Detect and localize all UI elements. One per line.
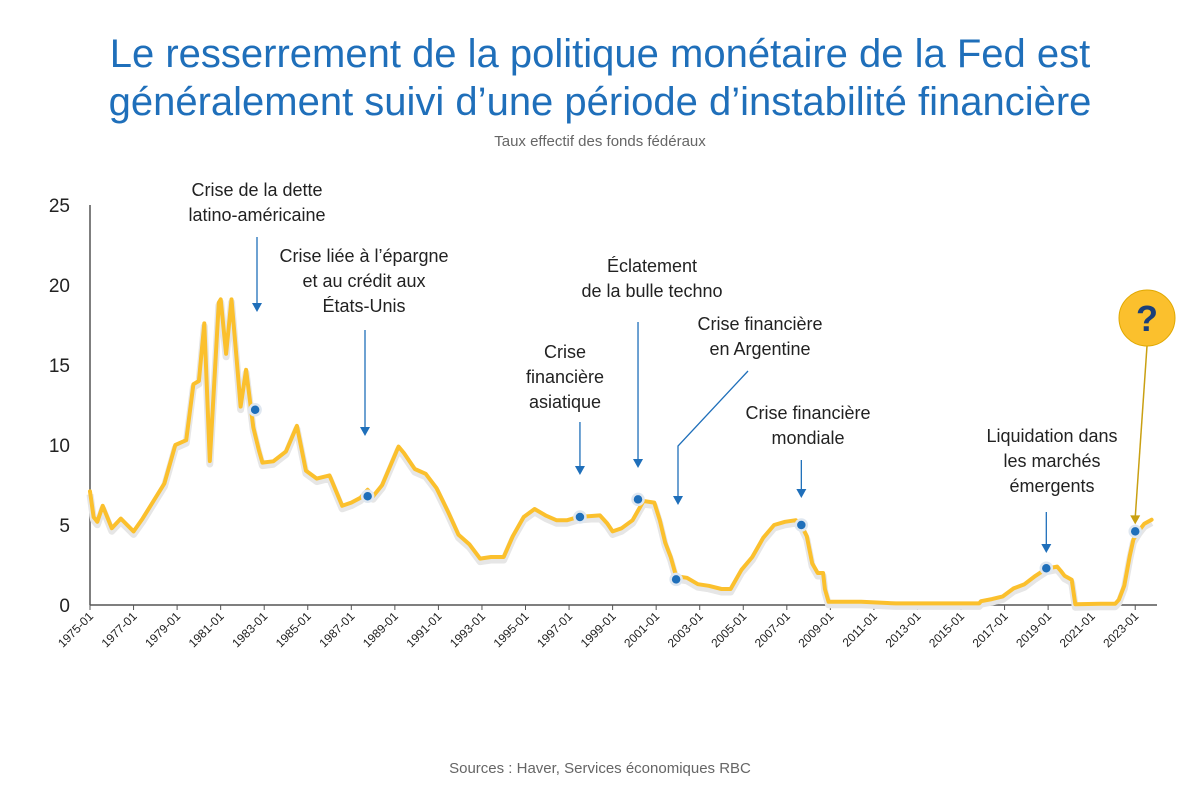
y-tick-label: 0	[59, 596, 70, 617]
y-tick-label: 10	[49, 436, 70, 457]
x-tick-label: 1981-01	[186, 609, 227, 650]
chart-subtitle: Taux effectif des fonds fédéraux	[494, 133, 706, 150]
question-pointer-line	[1134, 345, 1148, 518]
x-tick-label: 2001-01	[621, 609, 662, 650]
annotation-label: financière	[526, 367, 604, 387]
annotation-marker-point	[1128, 524, 1142, 539]
x-tick-label: 1983-01	[229, 609, 270, 650]
x-tick-label: 2005-01	[708, 609, 749, 650]
question-bubble	[1118, 289, 1176, 347]
annotation-label: Crise financière	[697, 314, 822, 334]
annotation-label: États-Unis	[322, 296, 405, 316]
annotation-marker-point	[631, 492, 645, 507]
annotation-label: Crise financière	[745, 403, 870, 423]
question-mark-label: ?	[1136, 298, 1158, 339]
annotation-arrow-head	[1041, 544, 1052, 553]
series-line-shadow	[86, 298, 1154, 611]
x-tick-label: 1977-01	[99, 609, 140, 650]
x-tick-label: 2017-01	[970, 609, 1011, 650]
annotation-marker-point	[573, 510, 587, 524]
chart-title-line-1: Le resserrement de la politique monétair…	[109, 32, 1091, 76]
chart-title: Le resserrement de la politique monétair…	[0, 30, 1200, 126]
annotation-marker-point	[360, 489, 375, 503]
annotation-marker-point	[669, 572, 683, 587]
x-tick-label: 1997-01	[534, 609, 575, 650]
annotation-label: Crise de la dette	[191, 180, 322, 200]
annotation-label: mondiale	[771, 428, 844, 448]
x-tick-label: 1991-01	[403, 609, 444, 650]
annotation-label: de la bulle techno	[581, 281, 722, 301]
x-tick-label: 1995-01	[491, 609, 532, 650]
x-tick-label: 1993-01	[447, 609, 488, 650]
chart-title-line-2: généralement suivi d’une période d’insta…	[108, 80, 1092, 124]
x-tick-label: 1985-01	[273, 609, 314, 650]
annotation-label: Crise liée à l’épargne	[279, 246, 448, 266]
x-tick-label: 1979-01	[142, 609, 183, 650]
annotation-arrow-head	[360, 427, 370, 436]
x-tick-label: 1987-01	[316, 609, 357, 650]
annotation-label: Liquidation dans	[986, 426, 1117, 446]
x-tick-label: 2019-01	[1013, 609, 1054, 650]
x-tick-label: 2015-01	[926, 609, 967, 650]
x-tick-label: 2021-01	[1057, 609, 1098, 650]
x-tick-label: 2007-01	[752, 609, 793, 650]
y-tick-label: 20	[49, 276, 70, 297]
x-tick-label: 2013-01	[883, 609, 924, 650]
annotation-arrow-head	[633, 459, 644, 468]
y-tick-label: 15	[49, 356, 70, 377]
question-pointer-arrow	[1130, 515, 1141, 525]
annotation-arrow-line	[677, 370, 749, 497]
annotation-label: les marchés	[1003, 451, 1100, 471]
annotation-label: asiatique	[529, 392, 601, 412]
annotation-label: latino-américaine	[188, 205, 325, 225]
annotation-arrow-head	[252, 303, 262, 312]
x-tick-label: 2023-01	[1100, 609, 1141, 650]
annotation-marker-point	[794, 518, 809, 532]
annotation-marker-point	[248, 403, 262, 417]
annotation-label: en Argentine	[709, 339, 810, 359]
x-tick-label: 1999-01	[578, 609, 619, 650]
annotation-arrow-head	[796, 489, 807, 498]
x-tick-label: 2009-01	[795, 609, 836, 650]
annotation-label: et au crédit aux	[302, 271, 425, 291]
annotation-arrow-head	[673, 496, 683, 505]
x-tick-label: 2011-01	[840, 609, 881, 650]
series-line	[88, 297, 1154, 607]
annotation-label: Éclatement	[607, 256, 697, 276]
y-tick-label: 5	[59, 516, 70, 537]
x-tick-label: 2003-01	[665, 609, 706, 650]
y-tick-label: 25	[49, 196, 70, 217]
annotation-label: Crise	[544, 342, 586, 362]
annotation-arrow-head	[574, 466, 585, 475]
annotation-label: émergents	[1009, 476, 1094, 496]
x-tick-label: 1989-01	[360, 609, 401, 650]
annotation-marker-point	[1039, 561, 1054, 575]
chart-source: Sources : Haver, Services économiques RB…	[449, 760, 751, 777]
